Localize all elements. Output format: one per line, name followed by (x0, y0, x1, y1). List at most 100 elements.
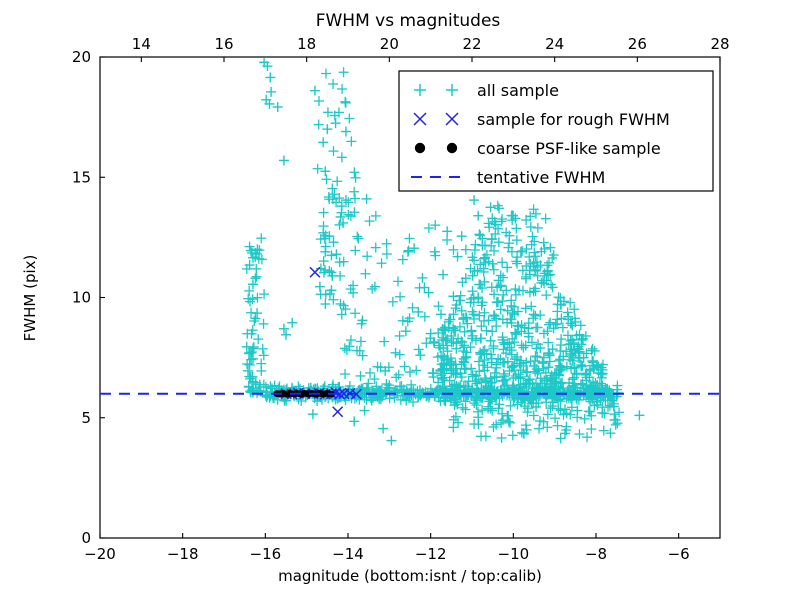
plus-marker (335, 211, 346, 222)
plus-marker (432, 352, 443, 363)
plus-marker (521, 243, 532, 254)
plus-marker (599, 408, 610, 419)
plus-marker (460, 404, 471, 415)
plus-marker (520, 303, 531, 314)
plus-marker (476, 300, 487, 311)
plus-marker (533, 365, 544, 376)
plus-marker (397, 254, 408, 265)
plus-marker (336, 152, 347, 163)
plus-marker (448, 309, 459, 320)
plus-marker (507, 307, 518, 318)
x-tick-label: −6 (668, 545, 690, 563)
x-tick-label: −18 (167, 545, 199, 563)
plus-marker (532, 270, 543, 281)
plus-marker (496, 417, 507, 428)
plus-marker (419, 282, 430, 293)
x-tick-label: −8 (585, 545, 607, 563)
dot-marker (414, 142, 426, 154)
plus-marker (581, 348, 592, 359)
plus-marker (538, 363, 549, 374)
plus-marker (442, 226, 453, 237)
plus-marker (470, 335, 481, 346)
plus-marker (260, 390, 271, 401)
plus-marker (460, 244, 471, 255)
legend-label: sample for rough FWHM (477, 110, 670, 129)
x-tick-label: −10 (498, 545, 530, 563)
plus-marker (552, 314, 563, 325)
plus-marker (467, 286, 478, 297)
plus-marker (312, 163, 323, 174)
plus-marker (406, 379, 417, 390)
plus-marker (475, 279, 486, 290)
plus-marker (532, 222, 543, 233)
plus-marker (543, 347, 554, 358)
plus-marker (349, 207, 360, 218)
plus-marker (495, 304, 506, 315)
plus-marker (401, 395, 412, 406)
plus-marker (438, 374, 449, 385)
legend-item-tentative-fwhm[interactable]: tentative FWHM (411, 168, 605, 187)
plus-marker (563, 392, 574, 403)
plus-marker (507, 382, 518, 393)
plus-marker (438, 343, 449, 354)
plus-marker (319, 233, 330, 244)
plus-marker (477, 405, 488, 416)
plus-marker (550, 413, 561, 424)
plus-marker (458, 314, 469, 325)
plus-marker (479, 307, 490, 318)
plus-marker (541, 275, 552, 286)
plus-marker (545, 374, 556, 385)
plus-marker (467, 306, 478, 317)
plus-marker (476, 349, 487, 360)
plus-marker (338, 67, 349, 78)
plus-marker (527, 378, 538, 389)
plus-marker (350, 245, 361, 256)
legend-item-coarse-psf-like-sample[interactable]: coarse PSF-like sample (414, 139, 661, 158)
plus-marker (517, 285, 528, 296)
plus-marker (488, 341, 499, 352)
plus-marker (532, 322, 543, 333)
plus-marker (528, 204, 539, 215)
plus-marker (258, 350, 269, 361)
legend-item-sample-for-rough-fwhm[interactable]: sample for rough FWHM (413, 110, 670, 129)
plus-marker (516, 358, 527, 369)
plus-marker (386, 435, 397, 446)
top-x-tick-label: 18 (297, 35, 316, 53)
plus-marker (371, 381, 382, 392)
plus-marker (307, 409, 318, 420)
plus-marker (369, 281, 380, 292)
plus-marker (262, 61, 273, 72)
plus-marker (592, 380, 603, 391)
plus-marker (513, 373, 524, 384)
plus-marker (331, 249, 342, 260)
plus-marker (573, 352, 584, 363)
plus-marker (457, 277, 468, 288)
plus-marker (456, 305, 467, 316)
plus-marker (487, 233, 498, 244)
legend-item-all-sample[interactable]: all sample (414, 81, 559, 100)
plus-marker (555, 390, 566, 401)
plus-marker (527, 231, 538, 242)
plus-marker (355, 336, 366, 347)
plus-marker (417, 272, 428, 283)
plus-marker (577, 360, 588, 371)
plus-marker (491, 313, 502, 324)
plus-marker (565, 318, 576, 329)
plus-marker (425, 333, 436, 344)
plus-marker (328, 294, 339, 305)
plus-marker (534, 423, 545, 434)
legend-label: all sample (477, 81, 559, 100)
plus-marker (498, 272, 509, 283)
plus-marker (509, 354, 520, 365)
plus-marker (365, 367, 376, 378)
y-tick-label: 15 (72, 168, 91, 186)
y-tick-label: 10 (72, 289, 91, 307)
plus-marker (319, 381, 330, 392)
plus-marker (440, 335, 451, 346)
plus-marker (456, 336, 467, 347)
y-tick-label: 20 (72, 48, 91, 66)
plus-marker (467, 383, 478, 394)
plus-marker (571, 369, 582, 380)
plus-marker (348, 280, 359, 291)
plus-marker (340, 96, 351, 107)
